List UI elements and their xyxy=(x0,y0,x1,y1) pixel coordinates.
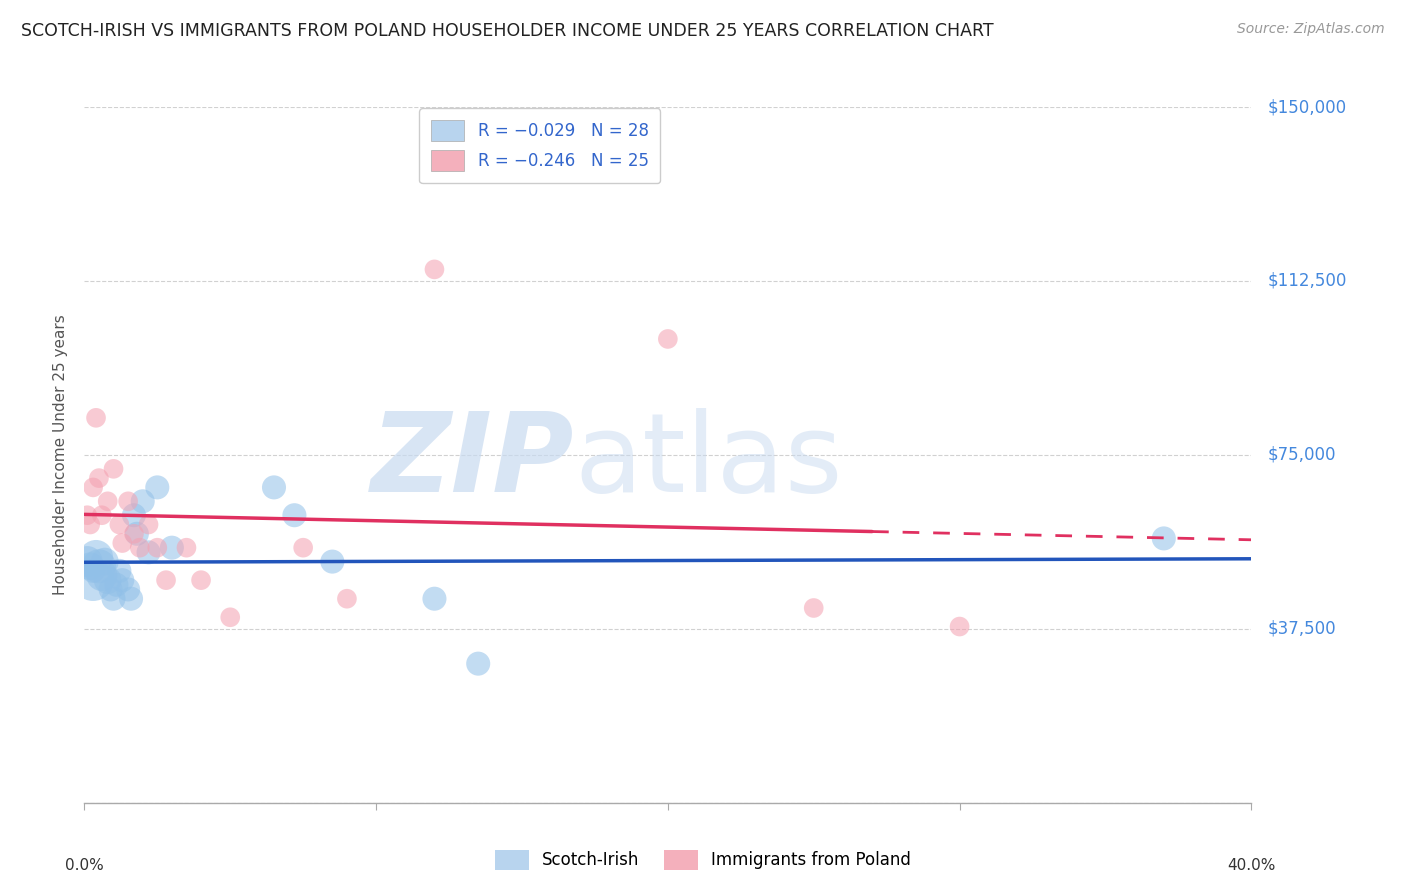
Point xyxy=(146,480,169,494)
Point xyxy=(138,517,160,532)
Point xyxy=(125,526,148,541)
Point xyxy=(1153,532,1175,546)
Point xyxy=(423,262,446,277)
Point xyxy=(283,508,305,523)
Point xyxy=(84,549,107,564)
Point xyxy=(111,536,134,550)
Text: $75,000: $75,000 xyxy=(1268,446,1337,464)
Point xyxy=(321,555,343,569)
Point xyxy=(76,555,98,569)
Point xyxy=(84,410,107,425)
Point xyxy=(100,582,122,597)
Point xyxy=(87,559,110,574)
Text: atlas: atlas xyxy=(575,409,844,516)
Point xyxy=(103,462,125,476)
Point xyxy=(79,517,101,532)
Point xyxy=(138,545,160,559)
Text: 0.0%: 0.0% xyxy=(65,858,104,873)
Point xyxy=(122,508,145,523)
Point xyxy=(120,591,142,606)
Point xyxy=(87,471,110,485)
Point xyxy=(108,564,131,578)
Point xyxy=(219,610,242,624)
Point xyxy=(97,494,120,508)
Point xyxy=(146,541,169,555)
Point xyxy=(117,582,139,597)
Point xyxy=(263,480,285,494)
Point xyxy=(132,494,155,508)
Text: SCOTCH-IRISH VS IMMIGRANTS FROM POLAND HOUSEHOLDER INCOME UNDER 25 YEARS CORRELA: SCOTCH-IRISH VS IMMIGRANTS FROM POLAND H… xyxy=(21,22,994,40)
Point xyxy=(76,508,98,523)
Point xyxy=(94,555,117,569)
Point xyxy=(117,494,139,508)
Point xyxy=(122,526,145,541)
Text: 40.0%: 40.0% xyxy=(1227,858,1275,873)
Point xyxy=(190,573,212,587)
Point xyxy=(292,541,315,555)
Legend: R = −0.029   N = 28, R = −0.246   N = 25: R = −0.029 N = 28, R = −0.246 N = 25 xyxy=(419,109,661,183)
Point xyxy=(176,541,198,555)
Point xyxy=(803,601,825,615)
Point xyxy=(82,573,104,587)
Text: $112,500: $112,500 xyxy=(1268,272,1347,290)
Text: $150,000: $150,000 xyxy=(1268,98,1347,116)
Point xyxy=(103,591,125,606)
Point xyxy=(97,573,120,587)
Text: ZIP: ZIP xyxy=(371,409,575,516)
Point xyxy=(82,480,104,494)
Point xyxy=(128,541,150,555)
Point xyxy=(108,517,131,532)
Text: $37,500: $37,500 xyxy=(1268,620,1337,638)
Point xyxy=(90,568,112,582)
Point xyxy=(111,573,134,587)
Point xyxy=(82,564,104,578)
Point xyxy=(467,657,489,671)
Point xyxy=(423,591,446,606)
Point xyxy=(657,332,679,346)
Point xyxy=(948,619,970,633)
Point xyxy=(105,578,128,592)
Point xyxy=(336,591,359,606)
Point xyxy=(155,573,177,587)
Legend: Scotch-Irish, Immigrants from Poland: Scotch-Irish, Immigrants from Poland xyxy=(488,843,918,877)
Point xyxy=(160,541,183,555)
Point xyxy=(90,508,112,523)
Text: Source: ZipAtlas.com: Source: ZipAtlas.com xyxy=(1237,22,1385,37)
Y-axis label: Householder Income Under 25 years: Householder Income Under 25 years xyxy=(53,315,69,595)
Point xyxy=(79,559,101,574)
